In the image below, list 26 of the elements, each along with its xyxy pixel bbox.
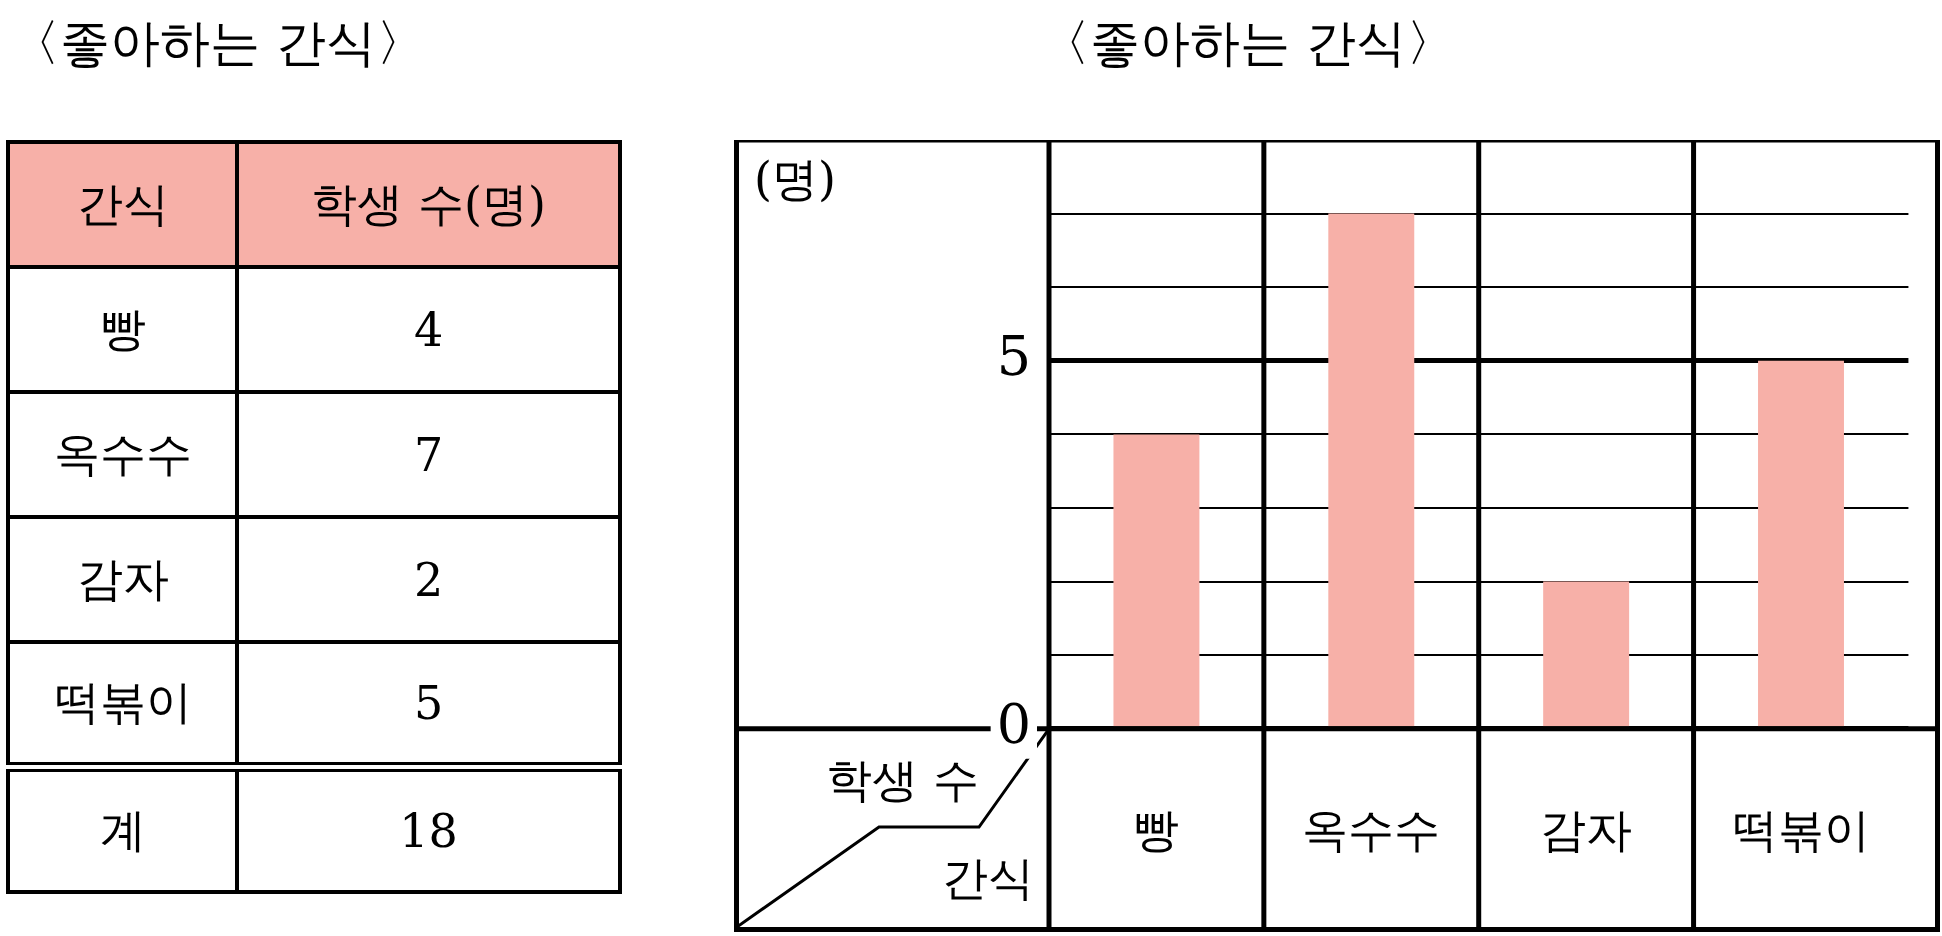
text: 〈좋아하는 간식〉 xyxy=(10,13,426,74)
bar xyxy=(1113,434,1200,727)
text: 학생 수 xyxy=(826,752,979,807)
text: 떡볶이 xyxy=(8,642,238,767)
bar xyxy=(1328,213,1415,727)
text: 18 xyxy=(237,767,620,892)
text: 감자 xyxy=(8,517,238,642)
text: 간식 xyxy=(8,142,238,267)
x-tick-label: 빵 xyxy=(1133,803,1180,858)
x-tick-label: 옥수수 xyxy=(1302,803,1441,858)
text: 2 xyxy=(237,517,620,642)
x-tick-label: 감자 xyxy=(1540,803,1633,858)
text: 5 xyxy=(237,642,620,767)
text: 빵 xyxy=(8,267,238,392)
text: 4 xyxy=(237,267,620,392)
y-tick-label: 0 xyxy=(996,692,1031,756)
x-tick-label: 떡볶이 xyxy=(1732,803,1870,858)
x-axis-title: 간식 xyxy=(942,850,1034,905)
text: 계 xyxy=(8,767,238,892)
text: 옥수수 xyxy=(8,392,238,517)
chart-title: 〈좋아하는 간식〉 xyxy=(1040,13,1456,74)
bar xyxy=(1758,360,1844,727)
text: 7 xyxy=(237,392,620,517)
bar xyxy=(1543,581,1630,727)
text: 학생 수(명) xyxy=(237,142,620,267)
y-axis-title: (명) xyxy=(754,151,836,206)
